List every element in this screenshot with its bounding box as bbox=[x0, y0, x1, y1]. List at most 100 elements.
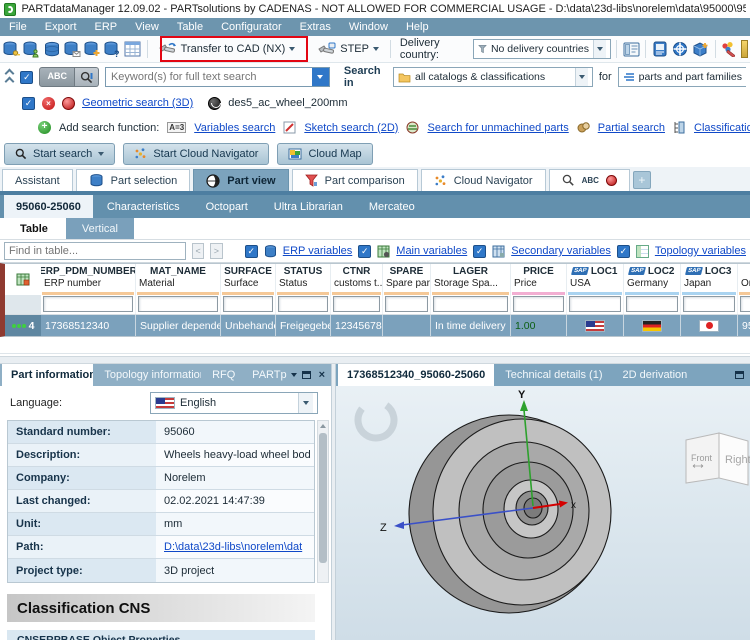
abc-label[interactable]: ABC bbox=[39, 67, 75, 87]
cad-add-icon[interactable] bbox=[692, 38, 710, 60]
menu-window[interactable]: Window bbox=[348, 21, 388, 33]
column-header-price[interactable]: PRICE Price bbox=[511, 264, 567, 295]
partial-search-link[interactable]: Partial search bbox=[597, 121, 665, 134]
tab-technical-details[interactable]: Technical details (1) bbox=[496, 364, 611, 386]
keyword-search-field[interactable] bbox=[104, 67, 330, 87]
filter-input-bes[interactable] bbox=[740, 296, 750, 312]
column-header-loc1[interactable]: SAP LOC1 USA bbox=[567, 264, 624, 295]
erp-variables-checkbox[interactable]: ✓ bbox=[244, 244, 258, 258]
vertical-splitter[interactable] bbox=[332, 364, 336, 640]
tab-cloud-navigator[interactable]: Cloud Navigator bbox=[420, 169, 546, 191]
cloud-map-button[interactable]: Cloud Map bbox=[277, 142, 373, 165]
secondary-variables-checkbox[interactable]: ✓ bbox=[473, 244, 487, 258]
tab-table[interactable]: Table bbox=[4, 218, 64, 239]
filter-input-surface[interactable] bbox=[223, 296, 273, 312]
menu-help[interactable]: Help bbox=[405, 21, 429, 33]
fulltext-search-checkbox[interactable]: ✓ bbox=[20, 70, 34, 84]
filter-input-status[interactable] bbox=[278, 296, 328, 312]
transfer-to-cad-button[interactable]: Transfer to CAD (NX) bbox=[153, 38, 302, 61]
filter-input-erp_pdm_number[interactable] bbox=[43, 296, 133, 312]
column-header-erp_pdm_number[interactable]: ERP_PDM_NUMBER ERP number bbox=[41, 264, 136, 295]
cell-lager[interactable]: In time delivery bbox=[431, 315, 511, 336]
tab-topology-information[interactable]: Topology information bbox=[95, 364, 201, 386]
part-info-scrollbar[interactable] bbox=[317, 420, 329, 583]
menu-erp[interactable]: ERP bbox=[94, 21, 118, 33]
filter-input-spare[interactable] bbox=[385, 296, 428, 312]
clipped-toolbar-icon[interactable] bbox=[740, 40, 749, 58]
search-in-select[interactable]: all catalogs & classifications bbox=[393, 67, 593, 87]
filter-input-price[interactable] bbox=[513, 296, 564, 312]
main-variables-checkbox[interactable]: ✓ bbox=[358, 244, 372, 258]
tab-ultra-librarian[interactable]: Ultra Librarian bbox=[262, 195, 355, 218]
delivery-country-select[interactable]: No delivery countries bbox=[473, 39, 612, 59]
horizontal-splitter[interactable] bbox=[0, 356, 750, 364]
topology-variables-link[interactable]: Topology variables bbox=[654, 245, 746, 257]
menu-file[interactable]: File bbox=[9, 21, 27, 33]
cell-loc2[interactable] bbox=[624, 315, 681, 336]
column-header-surface[interactable]: SURFACE Surface bbox=[221, 264, 276, 295]
column-header-ctnr[interactable]: CTNR customs t... bbox=[331, 264, 383, 295]
language-select[interactable]: English bbox=[150, 392, 318, 414]
tab-model[interactable]: 17368512340_95060-25060 bbox=[338, 364, 495, 386]
scroll-up-icon[interactable] bbox=[320, 424, 326, 428]
wheel-model[interactable] bbox=[408, 414, 612, 614]
find-next-button[interactable]: > bbox=[210, 243, 223, 259]
secondary-variables-link[interactable]: Secondary variables bbox=[511, 245, 611, 257]
tab-vertical[interactable]: Vertical bbox=[65, 218, 134, 239]
chevron-down-icon[interactable] bbox=[574, 68, 588, 86]
classification-search-link[interactable]: Classification 2.0 search bbox=[694, 121, 750, 134]
cell-status[interactable]: Freigegeben bbox=[276, 315, 331, 336]
menu-table[interactable]: Table bbox=[176, 21, 204, 33]
search-for-select[interactable]: parts and part families bbox=[617, 67, 746, 87]
3d-viewport[interactable]: Z Y x Front Right bbox=[336, 386, 750, 640]
part-info-path-link[interactable]: D:\data\23d-libs\norelem\dat bbox=[164, 541, 303, 553]
find-in-table-input[interactable] bbox=[4, 242, 187, 260]
tab-assistant[interactable]: Assistant bbox=[2, 169, 73, 191]
keyword-dropdown-icon[interactable] bbox=[311, 68, 329, 86]
topology-variables-checkbox[interactable]: ✓ bbox=[616, 244, 630, 258]
row-header[interactable]: 4 bbox=[5, 315, 41, 336]
web-globe-icon[interactable] bbox=[671, 38, 689, 60]
nav-cube[interactable]: Front Right bbox=[685, 432, 750, 486]
geometric-search-link[interactable]: Geometric search (3D) bbox=[82, 97, 194, 109]
cell-loc3[interactable] bbox=[681, 315, 738, 336]
add-icon[interactable]: + bbox=[38, 121, 51, 134]
float-panel-icon[interactable] bbox=[301, 371, 311, 379]
column-header-spare[interactable]: SPARE Spare part bbox=[383, 264, 431, 295]
tab-rfq[interactable]: RFQ bbox=[203, 364, 241, 386]
main-variables-link[interactable]: Main variables bbox=[396, 245, 468, 257]
chevron-down-icon[interactable] bbox=[593, 40, 607, 58]
remove-search-icon[interactable]: × bbox=[42, 96, 55, 110]
cell-surface[interactable]: Unbehandelt bbox=[221, 315, 276, 336]
close-panel-icon[interactable]: × bbox=[318, 369, 326, 381]
abc-search-toggle[interactable]: ABC bbox=[39, 67, 99, 87]
tab-part-view[interactable]: Part view bbox=[193, 169, 289, 191]
column-header-loc2[interactable]: SAP LOC2 Germany bbox=[624, 264, 681, 295]
sketch-search-link[interactable]: Sketch search (2D) bbox=[304, 121, 399, 134]
tab-mercateo[interactable]: Mercateo bbox=[357, 195, 427, 218]
tab-octopart[interactable]: Octopart bbox=[194, 195, 260, 218]
tab-project-95060-25060[interactable]: 95060-25060 bbox=[4, 195, 93, 218]
filter-input-loc2[interactable] bbox=[626, 296, 678, 312]
column-header-bes[interactable]: BESOrder N... bbox=[738, 264, 750, 295]
database-key-icon[interactable] bbox=[2, 38, 21, 60]
start-cloud-navigator-button[interactable]: Start Cloud Navigator bbox=[123, 142, 270, 165]
column-header-loc3[interactable]: SAP LOC3 Japan bbox=[681, 264, 738, 295]
geometric-search-checkbox[interactable]: ✓ bbox=[22, 96, 35, 110]
cell-bes[interactable]: 95060- bbox=[738, 315, 750, 336]
nav-cube-right-face[interactable] bbox=[718, 432, 749, 486]
cell-ctnr[interactable]: 12345678 bbox=[331, 315, 383, 336]
cell-erp_pdm_number[interactable]: 17368512340 bbox=[41, 315, 136, 336]
tab-partp-overflow[interactable]: PARTp bbox=[243, 364, 299, 386]
filter-input-loc3[interactable] bbox=[683, 296, 735, 312]
database-question-icon[interactable]: ? bbox=[103, 38, 121, 60]
erp-variables-link[interactable]: ERP variables bbox=[282, 245, 353, 257]
tab-2d-derivation[interactable]: 2D derivation bbox=[613, 364, 696, 386]
column-header-lager[interactable]: LAGER Storage Spa... bbox=[431, 264, 511, 295]
database-mail-icon[interactable] bbox=[63, 38, 81, 60]
menu-export[interactable]: Export bbox=[44, 21, 77, 33]
tab-text-search[interactable]: ABC bbox=[548, 169, 630, 191]
filter-input-loc1[interactable] bbox=[569, 296, 621, 312]
tab-part-information[interactable]: Part information bbox=[2, 364, 94, 386]
maximize-panel-icon[interactable] bbox=[735, 371, 744, 379]
